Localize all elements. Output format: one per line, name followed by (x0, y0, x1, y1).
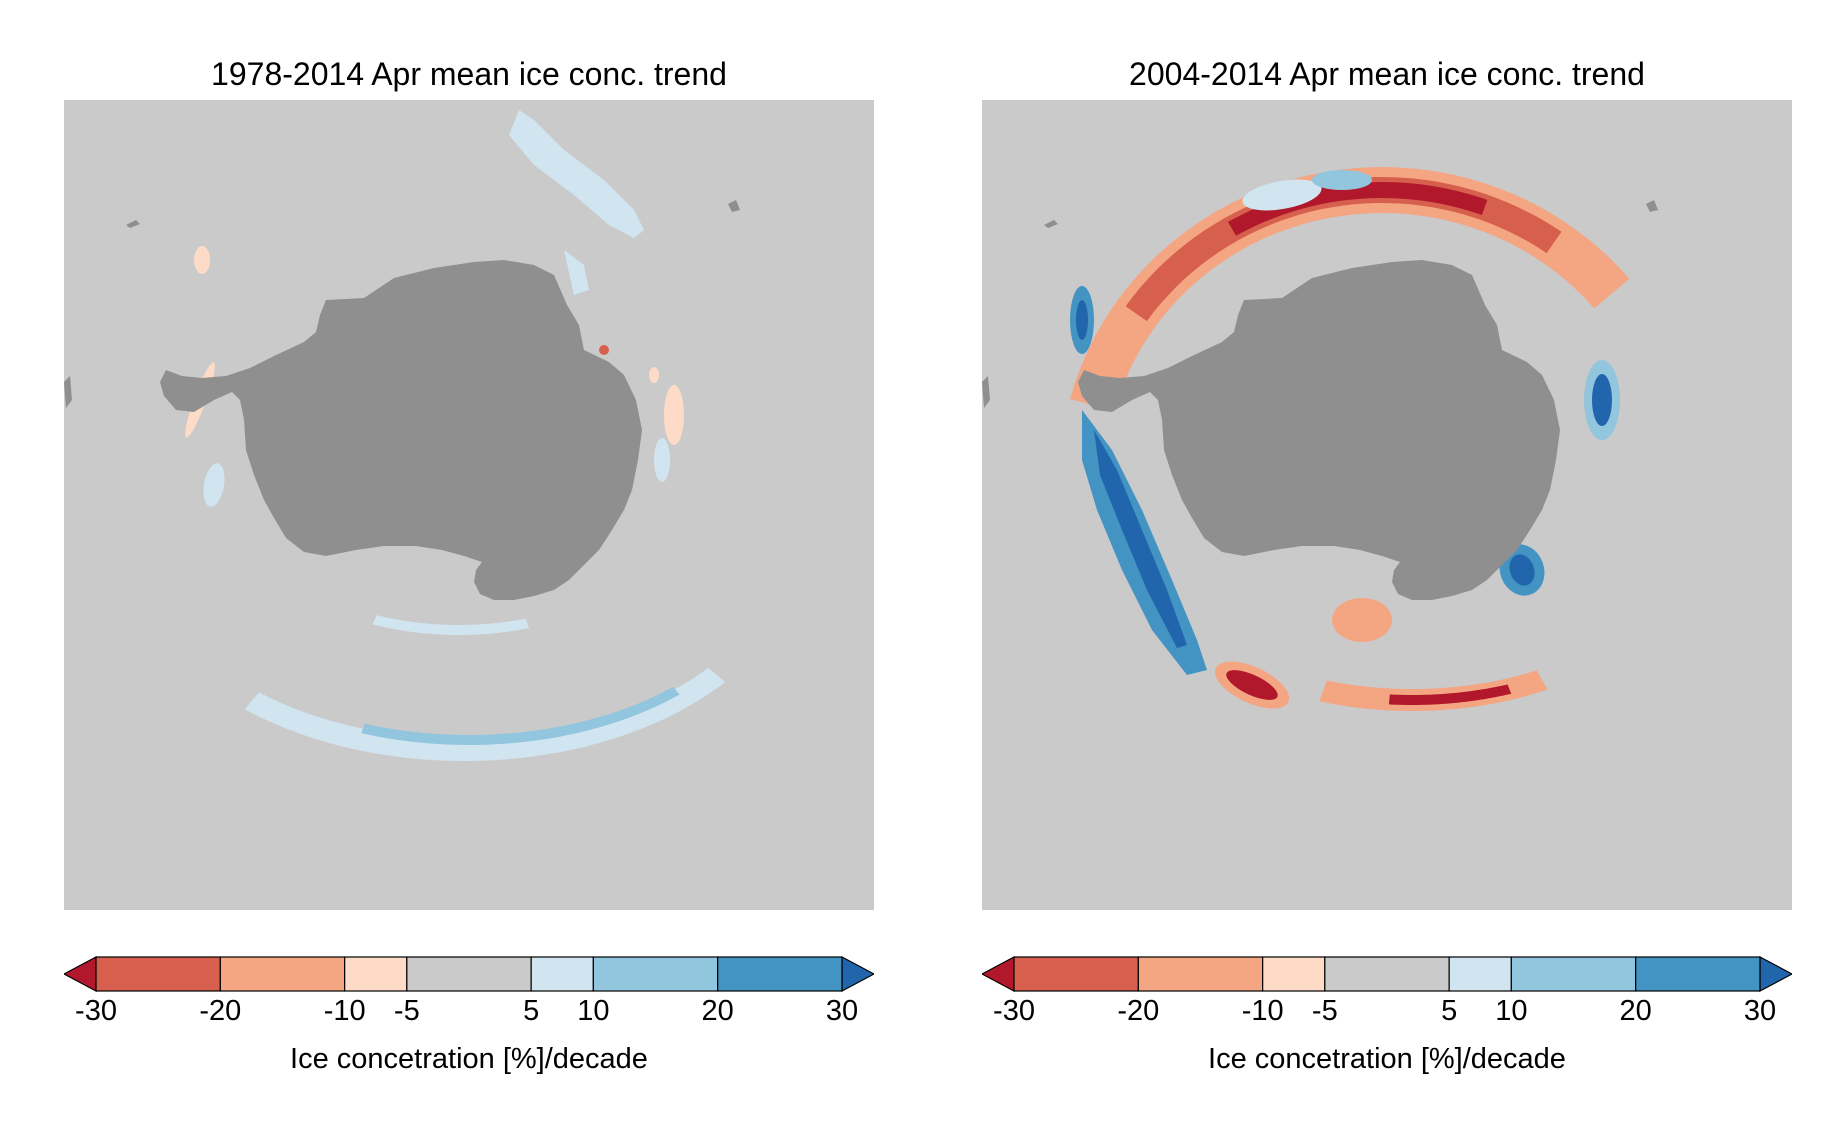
colorbar-bin (1262, 956, 1326, 992)
map-frame (982, 100, 1792, 910)
trend-region (649, 367, 659, 383)
colorbar-tick-label: -30 (993, 995, 1035, 1027)
colorbar: -30 -20 -10 -5 5 10 20 30 Ice concetration [%]/… (980, 955, 1794, 1075)
trend-region (1242, 179, 1322, 211)
colorbar-tick-label: 5 (1441, 995, 1458, 1027)
colorbar-bin (1013, 956, 1139, 992)
panel-title: 2004-2014 Apr mean ice conc. trend (1129, 56, 1645, 92)
colorbar-tick-label: -5 (1311, 995, 1338, 1027)
colorbar-extend-over (1759, 956, 1794, 992)
trend-region (1226, 670, 1278, 700)
trend-region (244, 667, 726, 761)
antarctica-map (982, 100, 1792, 910)
trend-region (1592, 374, 1612, 426)
colorbar-tick-label: 30 (1743, 995, 1777, 1027)
colorbar-tick-label: -5 (393, 995, 420, 1027)
island (1044, 220, 1058, 228)
colorbar-label: Ice concetration [%]/decade (1208, 1043, 1566, 1075)
colorbar-bin (406, 956, 532, 992)
trend-region (654, 438, 670, 482)
trend-region (1094, 430, 1187, 648)
island (728, 200, 740, 212)
colorbar-bin (344, 956, 408, 992)
colorbar-extend-under (980, 956, 1015, 992)
island (126, 220, 140, 228)
trend-region (361, 687, 680, 745)
trend-region (1332, 598, 1392, 642)
colorbar-bin (1324, 956, 1450, 992)
colorbar-bin (219, 956, 346, 992)
antarctica-map (64, 100, 874, 910)
colorbar-tick-label: 20 (701, 995, 734, 1027)
colorbar-tick-label: -10 (1241, 995, 1284, 1027)
map-frame (64, 100, 874, 910)
trend-region (664, 385, 684, 445)
trend-region (509, 110, 644, 238)
trend-region (1125, 177, 1562, 322)
trend-region (203, 463, 225, 507)
colorbar-tick-label: 20 (1619, 995, 1652, 1027)
island (1646, 200, 1658, 212)
trend-region (1509, 554, 1535, 586)
colorbar: -30 -20 -10 -5 5 10 20 30 Ice concetration [%]/… (62, 955, 876, 1075)
colorbar-bin (1510, 956, 1637, 992)
panel-title: 1978-2014 Apr mean ice conc. trend (211, 56, 727, 92)
colorbar-bar (62, 956, 876, 992)
colorbar-bin (717, 956, 843, 992)
colorbar-bin (95, 956, 221, 992)
colorbar-tick-label: 5 (523, 995, 540, 1027)
panel-left: 1978-2014 Apr mean ice conc. trend -30 -2… (0, 0, 900, 1134)
antarctica-landmass (160, 260, 642, 600)
trend-region (194, 246, 210, 274)
antarctica-landmass (1078, 260, 1560, 600)
colorbar-bin (592, 956, 719, 992)
colorbar-bin (1448, 956, 1512, 992)
trend-region (1076, 300, 1088, 340)
colorbar-tick-label: -10 (323, 995, 366, 1027)
colorbar-bin (1137, 956, 1264, 992)
colorbar-tick-label: 10 (1495, 995, 1528, 1027)
colorbar-extend-over (841, 956, 876, 992)
island (64, 376, 72, 408)
colorbar-tick-label: 30 (825, 995, 859, 1027)
trend-region (1319, 670, 1548, 711)
colorbar-bar (980, 956, 1794, 992)
panel-right: 2004-2014 Apr mean ice conc. trend -30 -2… (918, 0, 1818, 1134)
island (982, 376, 990, 408)
trend-region (1312, 170, 1372, 190)
colorbar-bin (1635, 956, 1761, 992)
colorbar-tick-label: -20 (199, 995, 242, 1027)
colorbar-tick-label: -30 (75, 995, 117, 1027)
colorbar-bin (530, 956, 594, 992)
trend-region (599, 345, 609, 355)
colorbar-extend-under (62, 956, 97, 992)
trend-region (564, 250, 589, 295)
colorbar-tick-label: 10 (577, 995, 610, 1027)
trend-region (1388, 684, 1512, 705)
trend-region (372, 615, 530, 635)
colorbar-tick-label: -20 (1117, 995, 1160, 1027)
colorbar-label: Ice concetration [%]/decade (290, 1043, 648, 1075)
